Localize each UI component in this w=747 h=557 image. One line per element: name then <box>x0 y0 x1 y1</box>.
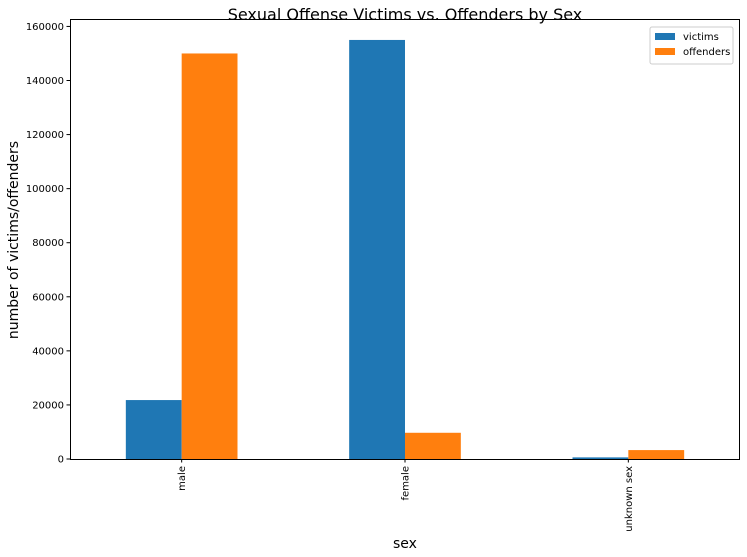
legend-label-offenders: offenders <box>683 47 730 58</box>
y-tick-label: 120000 <box>26 130 64 141</box>
bar-offenders-female <box>405 432 461 459</box>
y-tick-label: 20000 <box>32 400 64 411</box>
y-axis-label: number of victims/offenders <box>6 141 22 339</box>
y-tick-label: 0 <box>58 455 64 466</box>
bar-offenders-unknown-sex <box>628 450 685 459</box>
bars-group <box>125 39 685 459</box>
y-axis: 0 20000 40000 60000 80000 100000 120000 140000 1… <box>26 22 70 466</box>
bar-victims-female <box>349 39 405 459</box>
legend-swatch-offenders <box>655 48 675 55</box>
legend: victims offenders <box>649 26 734 65</box>
x-tick-label: unknown sex <box>624 466 635 532</box>
y-tick-label: 160000 <box>26 22 64 33</box>
bar-victims-male <box>125 400 182 459</box>
bar-offenders-male <box>181 53 238 459</box>
x-axis-label: sex <box>393 536 417 552</box>
y-tick-label: 140000 <box>26 76 64 87</box>
y-tick-label: 100000 <box>26 184 64 195</box>
x-tick-label: female <box>401 466 412 500</box>
y-tick-label: 80000 <box>32 238 64 249</box>
legend-swatch-victims <box>655 33 675 40</box>
plot-area <box>70 19 740 460</box>
legend-label-victims: victims <box>683 32 719 43</box>
x-axis: male female unknown sex <box>177 459 635 532</box>
bar-victims-unknown-sex <box>572 457 629 459</box>
y-tick-label: 40000 <box>32 346 64 357</box>
chart-title: Sexual Offense Victims vs. Offenders by … <box>228 5 583 24</box>
y-tick-label: 60000 <box>32 292 64 303</box>
x-tick-label: male <box>177 466 188 491</box>
